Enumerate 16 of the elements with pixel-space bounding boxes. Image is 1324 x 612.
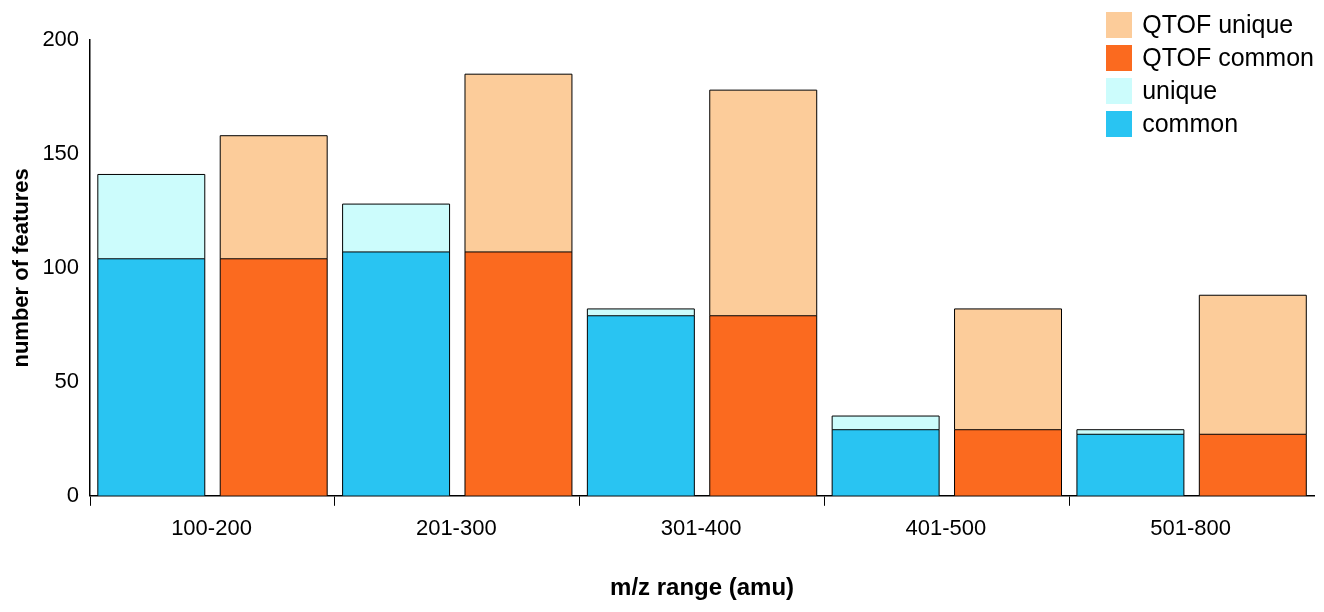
y-axis-title: number of features bbox=[8, 168, 34, 368]
x-tick-label: 401-500 bbox=[905, 515, 987, 541]
y-tick-label: 0 bbox=[66, 481, 80, 507]
x-axis-title: m/z range (amu) bbox=[610, 573, 795, 601]
x-tick-label: 100-200 bbox=[171, 515, 252, 541]
x-tick-label: 501-800 bbox=[1150, 515, 1231, 541]
y-tick-label: 200 bbox=[42, 26, 80, 52]
legend-label: QTOF common bbox=[1142, 43, 1314, 72]
y-tick-label: 100 bbox=[42, 253, 80, 279]
legend-label: QTOF unique bbox=[1142, 10, 1294, 39]
x-tick-label: 301-400 bbox=[660, 515, 742, 541]
legend-label: unique bbox=[1142, 76, 1218, 105]
y-tick-label: 150 bbox=[42, 140, 80, 166]
legend-label: common bbox=[1142, 109, 1239, 138]
x-tick-label: 201-300 bbox=[415, 515, 497, 541]
y-tick-label: 50 bbox=[54, 367, 80, 393]
